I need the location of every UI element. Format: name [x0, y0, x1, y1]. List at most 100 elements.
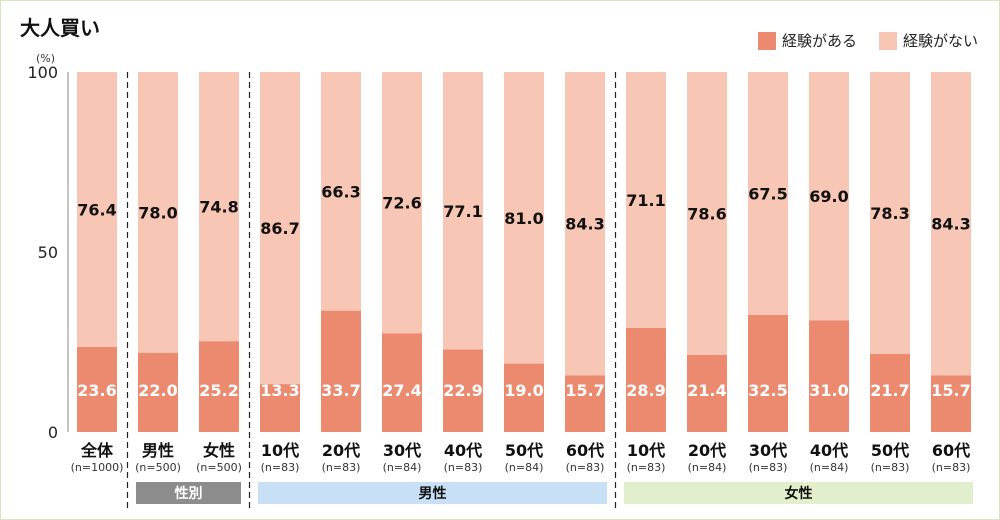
chart-title: 大人買い	[20, 16, 100, 40]
data-label-experienced: 19.0	[504, 381, 543, 400]
bar-experienced	[870, 353, 910, 432]
sample-size-label: (n=84)	[688, 461, 727, 474]
bar-not-experienced	[626, 72, 666, 328]
category-label: 40代	[444, 441, 482, 460]
sample-size-label: (n=84)	[505, 461, 544, 474]
legend-item-experienced: 経験がある	[757, 30, 857, 51]
category-label: 男性	[142, 441, 174, 460]
sample-size-label: (n=83)	[566, 461, 605, 474]
data-label-not-experienced: 78.3	[870, 204, 909, 223]
data-label-not-experienced: 72.6	[382, 194, 421, 213]
bar-experienced	[748, 315, 788, 432]
bar-experienced	[260, 384, 300, 432]
data-label-experienced: 31.0	[809, 381, 848, 400]
category-label: 20代	[322, 441, 360, 460]
data-label-not-experienced: 74.8	[199, 198, 238, 217]
sample-size-label: (n=84)	[810, 461, 849, 474]
bar-experienced	[443, 349, 483, 432]
data-label-experienced: 33.7	[321, 381, 360, 400]
data-label-not-experienced: 66.3	[321, 182, 360, 201]
sample-size-label: (n=83)	[627, 461, 666, 474]
sample-size-label: (n=500)	[135, 461, 181, 474]
bar-experienced	[687, 354, 727, 432]
data-label-experienced: 22.0	[138, 381, 177, 400]
category-label: 30代	[749, 441, 787, 460]
data-label-not-experienced: 77.1	[443, 202, 482, 221]
group-band	[136, 482, 241, 504]
bar-not-experienced	[931, 72, 971, 376]
y-tick-label: 50	[38, 243, 58, 262]
group-label: 男性	[419, 485, 447, 502]
bar-not-experienced	[382, 72, 422, 334]
y-unit-label: (%)	[36, 52, 56, 65]
legend-item-not-experienced: 経験がない	[878, 30, 978, 51]
category-label: 10代	[261, 441, 299, 460]
sample-size-label: (n=83)	[261, 461, 300, 474]
bar-not-experienced	[687, 72, 727, 355]
bar-not-experienced	[504, 72, 544, 364]
bar-experienced	[626, 327, 666, 432]
data-label-experienced: 13.3	[260, 381, 299, 400]
bar-experienced	[199, 341, 239, 432]
category-label: 30代	[383, 441, 421, 460]
sample-size-label: (n=83)	[322, 461, 361, 474]
data-label-experienced: 21.4	[687, 381, 726, 400]
bar-not-experienced	[199, 72, 239, 342]
group-band	[258, 482, 607, 504]
bar-not-experienced	[565, 72, 605, 376]
bar-not-experienced	[321, 72, 361, 311]
category-label: 10代	[627, 441, 665, 460]
data-label-not-experienced: 84.3	[565, 215, 604, 234]
data-label-experienced: 25.2	[199, 381, 238, 400]
bar-not-experienced	[77, 72, 117, 348]
bar-experienced	[931, 375, 971, 432]
bar-not-experienced	[870, 72, 910, 354]
bar-not-experienced	[260, 72, 300, 385]
category-label: 60代	[566, 441, 604, 460]
legend-swatch-not-experienced	[878, 31, 897, 50]
bar-experienced	[504, 363, 544, 432]
data-label-experienced: 15.7	[931, 381, 970, 400]
data-label-experienced: 32.5	[748, 381, 787, 400]
bar-not-experienced	[748, 72, 788, 315]
category-label: 40代	[810, 441, 848, 460]
legend-label-experienced: 経験がある	[781, 32, 857, 50]
category-label: 全体	[80, 441, 114, 460]
group-label: 女性	[785, 485, 813, 502]
data-label-not-experienced: 78.0	[138, 203, 177, 222]
data-label-experienced: 27.4	[382, 381, 421, 400]
bar-experienced	[138, 352, 178, 432]
data-label-not-experienced: 76.4	[77, 201, 116, 220]
sample-size-label: (n=83)	[932, 461, 971, 474]
data-label-not-experienced: 81.0	[504, 209, 543, 228]
group-band	[624, 482, 973, 504]
category-label: 60代	[932, 441, 970, 460]
bar-experienced	[809, 320, 849, 432]
category-label: 50代	[505, 441, 543, 460]
y-tick-label: 0	[48, 423, 58, 442]
sample-size-label: (n=83)	[871, 461, 910, 474]
category-label: 50代	[871, 441, 909, 460]
data-label-not-experienced: 86.7	[260, 219, 299, 238]
bar-experienced	[382, 333, 422, 432]
bar-not-experienced	[443, 72, 483, 350]
data-label-not-experienced: 67.5	[748, 185, 787, 204]
sample-size-label: (n=500)	[196, 461, 242, 474]
sample-size-label: (n=83)	[749, 461, 788, 474]
sample-size-label: (n=1000)	[71, 461, 124, 474]
category-label: 女性	[203, 441, 235, 460]
legend-swatch-experienced	[757, 31, 776, 50]
sample-size-label: (n=84)	[383, 461, 422, 474]
data-label-experienced: 22.9	[443, 381, 482, 400]
legend: 経験がある 経験がない	[757, 30, 978, 51]
sample-size-label: (n=83)	[444, 461, 483, 474]
category-label: 20代	[688, 441, 726, 460]
data-label-experienced: 28.9	[626, 381, 665, 400]
data-label-not-experienced: 69.0	[809, 187, 848, 206]
y-tick-label: 100	[27, 63, 58, 82]
data-label-not-experienced: 84.3	[931, 215, 970, 234]
data-label-not-experienced: 71.1	[626, 191, 665, 210]
bar-experienced	[565, 375, 605, 432]
data-label-not-experienced: 78.6	[687, 204, 726, 223]
